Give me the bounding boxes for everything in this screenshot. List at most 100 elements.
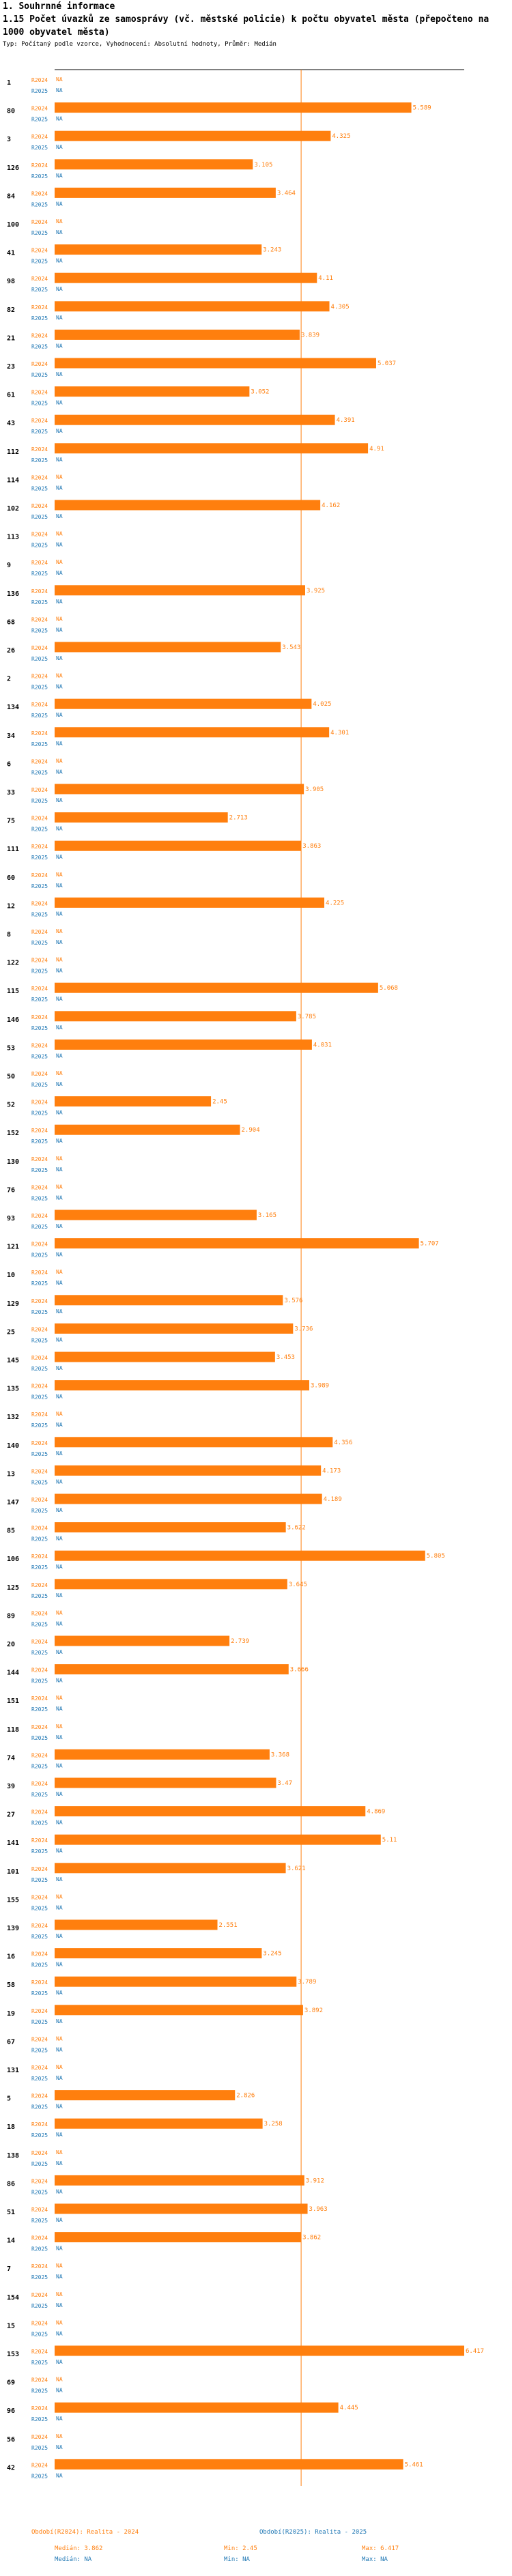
series-label-r2025: R2025	[31, 1224, 48, 1230]
series-label-r2024: R2024	[31, 474, 48, 481]
series-label-r2025: R2025	[31, 1621, 48, 1627]
chart-subtitle: Typ: Počítaný podle vzorce, Vyhodnocení:…	[3, 41, 276, 48]
legend-r2024-title: Období(R2024): Realita - 2024	[31, 2529, 139, 2536]
series-label-r2024: R2024	[31, 787, 48, 793]
missing-label-r2024: NA	[56, 1893, 63, 1900]
bar-r2024	[55, 1550, 425, 1561]
series-label-r2024: R2024	[31, 1923, 48, 1929]
missing-label-r2025: NA	[56, 428, 63, 434]
missing-label-r2025: NA	[56, 797, 63, 803]
series-label-r2024: R2024	[31, 986, 48, 992]
value-label-r2024: 4.356	[334, 1440, 352, 1446]
value-label-r2024: 3.622	[287, 1525, 306, 1532]
value-label-r2024: 3.258	[264, 2121, 283, 2128]
series-label-r2024: R2024	[31, 1242, 48, 1248]
series-label-r2024: R2024	[31, 872, 48, 878]
value-label-r2024: 2.739	[231, 1638, 249, 1645]
series-label-r2025: R2025	[31, 1167, 48, 1173]
missing-label-r2024: NA	[56, 2064, 63, 2070]
row-id-label: 153	[7, 2351, 19, 2358]
legend-r2025-title: Období(R2025): Realita - 2025	[259, 2529, 367, 2536]
missing-label-r2025: NA	[56, 2302, 63, 2308]
series-label-r2025: R2025	[31, 1678, 48, 1685]
missing-label-r2025: NA	[56, 1620, 63, 1627]
bar-r2024	[55, 1238, 419, 1249]
series-label-r2025: R2025	[31, 2218, 48, 2224]
series-label-r2025: R2025	[31, 969, 48, 975]
missing-label-r2025: NA	[56, 1734, 63, 1741]
value-label-r2024: 5.707	[421, 1241, 439, 1248]
series-label-r2024: R2024	[31, 77, 48, 83]
series-label-r2024: R2024	[31, 1355, 48, 1361]
missing-label-r2025: NA	[56, 1081, 63, 1087]
bar-r2024	[55, 1749, 270, 1760]
row-id-label: 86	[7, 2180, 15, 2188]
missing-label-r2025: NA	[56, 684, 63, 690]
row-id-label: 136	[7, 590, 19, 598]
bar-r2024	[55, 301, 330, 312]
bar-r2024	[55, 1437, 333, 1448]
series-label-r2024: R2024	[31, 730, 48, 736]
series-label-r2025: R2025	[31, 1536, 48, 1543]
series-label-r2024: R2024	[31, 1468, 48, 1474]
missing-label-r2024: NA	[56, 872, 63, 878]
series-label-r2024: R2024	[31, 1979, 48, 1986]
series-label-r2025: R2025	[31, 1479, 48, 1485]
bar-r2024	[55, 698, 312, 709]
bar-r2024	[55, 130, 331, 141]
row-id-label: 20	[7, 1641, 15, 1648]
row-id-label: 25	[7, 1328, 15, 1336]
value-label-r2024: 4.325	[332, 133, 350, 140]
missing-label-r2025: NA	[56, 343, 63, 349]
series-label-r2025: R2025	[31, 827, 48, 833]
missing-label-r2025: NA	[56, 911, 63, 917]
missing-label-r2025: NA	[56, 2104, 63, 2110]
series-label-r2024: R2024	[31, 2235, 48, 2242]
series-label-r2025: R2025	[31, 798, 48, 804]
bar-r2024	[55, 897, 325, 908]
value-label-r2024: 4.91	[369, 446, 384, 453]
series-label-r2024: R2024	[31, 1412, 48, 1418]
missing-label-r2024: NA	[56, 1695, 63, 1701]
missing-label-r2025: NA	[56, 599, 63, 605]
series-label-r2024: R2024	[31, 390, 48, 396]
series-label-r2024: R2024	[31, 1100, 48, 1106]
value-label-r2024: 3.789	[298, 1979, 316, 1986]
missing-label-r2025: NA	[56, 1592, 63, 1599]
bar-r2024	[55, 1579, 287, 1590]
series-label-r2025: R2025	[31, 1422, 48, 1429]
series-label-r2024: R2024	[31, 1610, 48, 1616]
series-label-r2024: R2024	[31, 1384, 48, 1390]
bar-r2024	[55, 500, 321, 511]
value-label-r2024: 3.543	[282, 644, 300, 651]
value-label-r2024: 3.576	[284, 1298, 302, 1304]
series-label-r2025: R2025	[31, 2189, 48, 2195]
missing-label-r2024: NA	[56, 673, 63, 679]
missing-label-r2025: NA	[56, 1962, 63, 1968]
value-label-r2024: 3.243	[263, 247, 281, 254]
series-label-r2024: R2024	[31, 2178, 48, 2184]
legend-r2025-min: Min: NA	[224, 2556, 250, 2563]
missing-label-r2025: NA	[56, 1933, 63, 1939]
bar-r2024	[55, 1834, 381, 1845]
row-id-label: 33	[7, 789, 15, 797]
bar-r2024	[55, 1295, 283, 1306]
series-label-r2025: R2025	[31, 2104, 48, 2110]
series-label-r2024: R2024	[31, 1014, 48, 1020]
missing-label-r2025: NA	[56, 2160, 63, 2166]
bar-r2024	[55, 2005, 303, 2016]
missing-label-r2025: NA	[56, 457, 63, 463]
row-id-label: 138	[7, 2152, 19, 2160]
series-label-r2025: R2025	[31, 2416, 48, 2422]
missing-label-r2025: NA	[56, 1336, 63, 1343]
series-label-r2025: R2025	[31, 2076, 48, 2082]
series-label-r2024: R2024	[31, 2377, 48, 2384]
value-label-r2024: 5.11	[382, 1837, 397, 1844]
series-label-r2025: R2025	[31, 656, 48, 662]
missing-label-r2025: NA	[56, 2217, 63, 2223]
row-id-label: 146	[7, 1016, 19, 1024]
row-id-label: 3	[7, 136, 11, 143]
series-label-r2024: R2024	[31, 1128, 48, 1134]
missing-label-r2025: NA	[56, 1507, 63, 1513]
series-label-r2025: R2025	[31, 2132, 48, 2138]
